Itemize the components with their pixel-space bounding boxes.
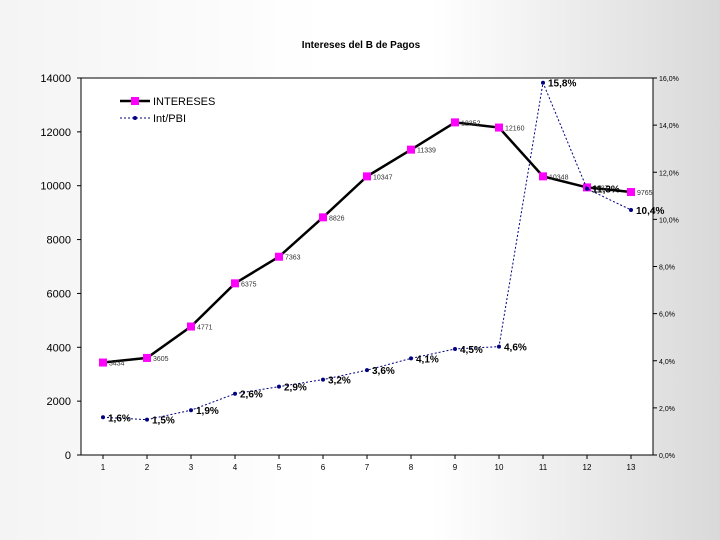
intereses-value-label: 10347 [373, 174, 393, 181]
legend-marker-intereses [131, 97, 139, 105]
intereses-point [231, 279, 239, 288]
int-pbi-point [541, 80, 545, 85]
intereses-value-label: 6375 [241, 281, 257, 288]
y-tick-label: 4000 [47, 342, 71, 354]
legend-label-intereses: INTERESES [153, 96, 215, 108]
int-pbi-value-label: 1,9% [196, 406, 219, 417]
y-axis-left: 0 2000 4000 6000 8000 10000 12000 14000 [40, 73, 81, 462]
y-tick-label: 8000 [47, 235, 71, 247]
intereses-point [275, 252, 283, 261]
int-pbi-value-label: 1,6% [108, 413, 131, 424]
int-pbi-point [365, 368, 369, 373]
intereses-value-label: 9765 [637, 190, 653, 197]
int-pbi-value-label: 11,3% [592, 185, 620, 196]
int-pbi-value-label: 15,8% [548, 79, 576, 90]
int-pbi-value-label: 3,6% [372, 366, 395, 377]
x-tick-label: 12 [583, 463, 592, 472]
y-tick-label: 14000 [40, 73, 71, 85]
x-tick-label: 11 [539, 463, 548, 472]
legend-marker-int-pbi [133, 116, 137, 120]
intereses-point [539, 172, 547, 181]
chart-title: Intereses del B de Pagos [302, 40, 421, 51]
legend: INTERESES Int/PBI [120, 96, 215, 125]
intereses-value-label: 8826 [329, 215, 345, 222]
int-pbi-point [145, 417, 149, 422]
intereses-value-label: 7363 [285, 255, 301, 262]
intereses-point [627, 188, 635, 197]
x-tick-label: 6 [321, 463, 326, 472]
x-tick-label: 1 [101, 463, 106, 472]
y2-tick-label: 8,0% [659, 265, 675, 272]
int-pbi-point [321, 377, 325, 382]
int-pbi-point [233, 391, 237, 396]
x-tick-label: 8 [409, 463, 414, 472]
y-tick-label: 12000 [40, 127, 71, 139]
int-pbi-point [629, 207, 633, 212]
int-pbi-point [101, 415, 105, 420]
x-tick-label: 13 [627, 463, 636, 472]
intereses-value-label: 12352 [461, 120, 481, 127]
y2-tick-label: 6,0% [659, 312, 675, 319]
intereses-point [143, 353, 151, 362]
y-tick-label: 2000 [47, 396, 71, 408]
int-pbi-value-label: 10,4% [636, 206, 664, 217]
intereses-value-label: 11339 [417, 148, 436, 155]
x-tick-label: 7 [365, 463, 370, 472]
x-tick-label: 10 [495, 463, 504, 472]
y-tick-label: 6000 [47, 288, 71, 300]
y-tick-label: 10000 [40, 181, 71, 193]
int-pbi-value-label: 4,6% [504, 343, 527, 354]
int-pbi-value-label: 1,5% [152, 416, 175, 427]
x-axis: 1 2 3 4 5 6 7 8 9 10 11 12 13 [101, 455, 636, 472]
series-int-pbi: 1,6% 1,5% 1,9% 2,6% 2,9% 3,2% 3,6% 4,1% 4,5% 4,6%… [101, 79, 664, 427]
int-pbi-value-label: 4,1% [416, 354, 439, 365]
int-pbi-point [585, 186, 589, 191]
y2-tick-label: 16,0% [659, 76, 679, 83]
int-pbi-point [497, 344, 501, 349]
x-tick-label: 9 [453, 463, 458, 472]
intereses-point [187, 322, 195, 331]
int-pbi-point [409, 356, 413, 361]
x-tick-label: 4 [233, 463, 238, 472]
x-tick-label: 5 [277, 463, 282, 472]
y2-tick-label: 12,0% [659, 170, 679, 177]
intereses-value-label: 10348 [549, 174, 569, 181]
intereses-value-label: 12160 [505, 126, 525, 133]
y2-tick-label: 2,0% [659, 406, 675, 413]
intereses-point [99, 358, 107, 367]
x-tick-label: 3 [189, 463, 194, 472]
int-pbi-point [277, 384, 281, 389]
int-pbi-value-label: 2,6% [240, 390, 263, 401]
intereses-value-label: 3605 [153, 356, 169, 363]
plot-area [80, 77, 654, 456]
intereses-point [363, 172, 371, 181]
legend-label-int-pbi: Int/PBI [153, 113, 186, 125]
y-tick-label: 0 [65, 450, 71, 462]
intereses-point [319, 213, 327, 222]
int-pbi-value-label: 3,2% [328, 376, 351, 387]
x-tick-label: 2 [145, 463, 150, 472]
y2-tick-label: 10,0% [659, 217, 679, 224]
y-axis-right: 0,0% 2,0% 4,0% 6,0% 8,0% 10,0% 12,0% 14,0% 16,0% [653, 76, 679, 460]
int-pbi-point [189, 408, 193, 413]
intereses-point [451, 118, 459, 127]
intereses-value-label: 3434 [109, 361, 125, 368]
intereses-value-label: 9937 [593, 185, 609, 192]
y2-tick-label: 4,0% [659, 359, 675, 366]
series-intereses: 3434 3605 4771 6375 7363 8826 10347 11339 12352 1… [99, 118, 653, 368]
y2-tick-label: 14,0% [659, 123, 679, 130]
intereses-value-label: 4771 [197, 325, 213, 332]
intereses-point [495, 123, 503, 132]
int-pbi-point [453, 346, 457, 351]
intereses-point [407, 145, 415, 154]
int-pbi-value-label: 2,9% [284, 383, 307, 394]
int-pbi-value-label: 4,5% [460, 345, 483, 356]
y2-tick-label: 0,0% [659, 453, 675, 460]
plot-frame [80, 77, 654, 456]
